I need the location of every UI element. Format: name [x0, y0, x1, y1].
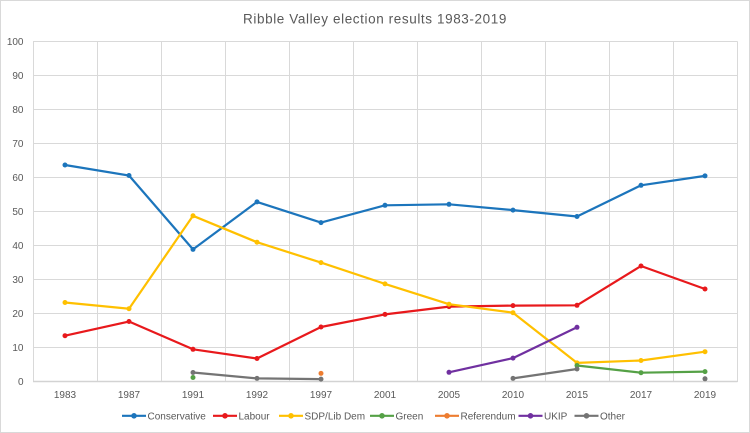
svg-text:Labour: Labour	[239, 411, 271, 422]
svg-text:1992: 1992	[246, 390, 269, 401]
svg-text:Conservative: Conservative	[148, 411, 207, 422]
svg-text:80: 80	[12, 105, 24, 116]
svg-text:1983: 1983	[54, 390, 77, 401]
svg-text:Other: Other	[600, 411, 626, 422]
svg-text:2001: 2001	[374, 390, 397, 401]
svg-text:1991: 1991	[182, 390, 205, 401]
svg-text:UKIP: UKIP	[544, 411, 568, 422]
svg-text:10: 10	[12, 343, 24, 354]
svg-text:0: 0	[18, 377, 24, 388]
svg-text:1997: 1997	[310, 390, 333, 401]
svg-text:SDP/Lib Dem: SDP/Lib Dem	[305, 411, 366, 422]
svg-text:2015: 2015	[566, 390, 589, 401]
svg-text:2010: 2010	[502, 390, 525, 401]
svg-text:1987: 1987	[118, 390, 141, 401]
svg-text:2005: 2005	[438, 390, 461, 401]
svg-text:30: 30	[12, 275, 24, 286]
svg-text:Referendum: Referendum	[461, 411, 516, 422]
svg-text:Ribble Valley election results: Ribble Valley election results 1983-2019	[243, 11, 507, 26]
svg-text:2017: 2017	[630, 390, 653, 401]
svg-text:Green: Green	[396, 411, 424, 422]
svg-text:60: 60	[12, 173, 24, 184]
svg-text:100: 100	[7, 37, 24, 48]
svg-text:50: 50	[12, 207, 24, 218]
svg-text:2019: 2019	[694, 390, 717, 401]
svg-text:90: 90	[12, 71, 24, 82]
svg-text:20: 20	[12, 309, 24, 320]
svg-text:40: 40	[12, 241, 24, 252]
svg-text:70: 70	[12, 139, 24, 150]
